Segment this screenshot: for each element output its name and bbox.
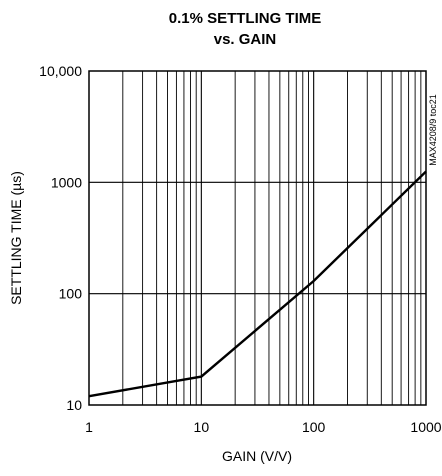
y-tick-labels: 10 100 1000 10,000: [39, 63, 82, 413]
y-tick-label: 100: [59, 286, 83, 302]
y-axis-label: SETTLING TIME (µs): [8, 171, 24, 305]
chart-title-line2: vs. GAIN: [214, 31, 277, 48]
x-tick-label: 1000: [410, 419, 441, 435]
y-tick-label: 10,000: [39, 63, 82, 79]
x-tick-label: 1: [85, 419, 93, 435]
series-line-0: [88, 170, 427, 398]
x-tick-labels: 1 10 100 1000: [85, 419, 442, 435]
chart-title-line1: 0.1% SETTLING TIME: [169, 10, 322, 27]
document-id-label: MAX4208/9 toc21: [428, 94, 438, 166]
plot-frame: [88, 70, 427, 406]
y-tick-label: 10: [66, 397, 82, 413]
x-tick-label: 10: [194, 419, 210, 435]
series-layer: [88, 170, 427, 398]
x-axis-label: GAIN (V/V): [222, 448, 292, 464]
grid-layer: [89, 71, 426, 405]
x-tick-label: 100: [302, 419, 326, 435]
y-tick-label: 1000: [51, 174, 82, 190]
